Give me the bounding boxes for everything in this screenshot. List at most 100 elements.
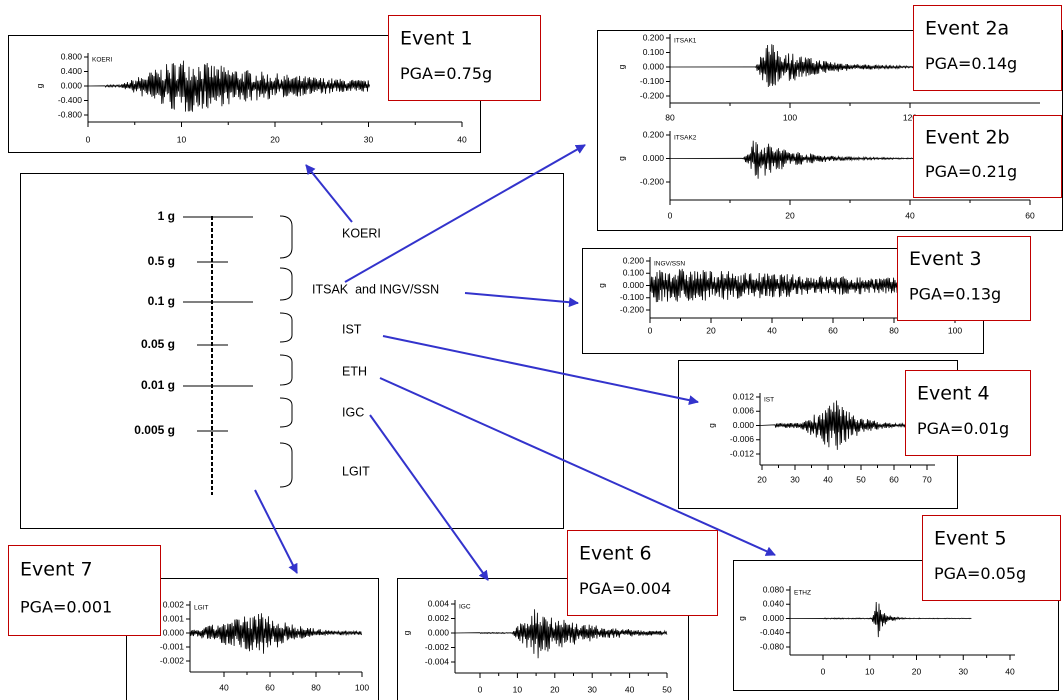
x-tick-label: 10 — [865, 666, 875, 676]
event-box — [388, 15, 541, 101]
x-tick-label: 60 — [1025, 210, 1035, 220]
arrow — [254, 489, 298, 574]
arrow — [464, 292, 579, 308]
station-label: ETHZ — [794, 590, 811, 597]
y-tick-label: -0.001 — [160, 641, 184, 651]
x-tick-label: 30 — [364, 134, 374, 144]
station-label: INGV/SSN — [654, 261, 685, 268]
event-pga: PGA=0.14g — [925, 54, 1017, 73]
x-tick-label: 40 — [625, 684, 635, 694]
x-tick-label: 30 — [790, 474, 800, 484]
y-tick-label: 0.100 — [643, 47, 665, 57]
agency-label: LGIT — [342, 464, 370, 478]
y-tick-label: -0.002 — [160, 655, 184, 665]
y-tick-label: -0.006 — [730, 434, 754, 444]
event-box — [913, 5, 1062, 91]
y-tick-label: -0.400 — [58, 95, 82, 105]
x-tick-label: 70 — [922, 474, 932, 484]
event-name: Event 7 — [20, 559, 93, 581]
agency-label: ETH — [342, 364, 367, 378]
event-name: Event 5 — [934, 527, 1007, 549]
arrow — [369, 414, 489, 581]
event-pga: PGA=0.05g — [934, 564, 1026, 583]
x-tick-label: 20 — [270, 134, 280, 144]
x-tick-label: 100 — [948, 325, 962, 335]
scale-label: 0.01 g — [141, 378, 175, 392]
y-tick-label: -0.100 — [620, 292, 644, 302]
y-tick-label: 0.800 — [61, 51, 83, 61]
station-label: IST — [764, 397, 774, 404]
station-label: IGC — [459, 604, 471, 611]
x-tick-label: 60 — [265, 682, 275, 692]
waveform — [789, 601, 972, 638]
bracket — [279, 442, 293, 488]
event-pga: PGA=0.13g — [909, 284, 1001, 303]
station-label: LGIT — [194, 605, 208, 612]
y-axis-label: g — [596, 283, 606, 288]
x-tick-label: 20 — [785, 210, 795, 220]
y-tick-label: -0.080 — [760, 641, 784, 651]
x-tick-label: 20 — [706, 325, 716, 335]
y-axis-label: g — [401, 630, 411, 635]
y-tick-label: 0.040 — [763, 599, 785, 609]
agency-label: ITSAK and INGV/SSN — [312, 282, 439, 296]
event-box — [897, 236, 1031, 321]
x-tick-label: 40 — [457, 134, 467, 144]
waveform — [454, 609, 668, 659]
x-tick-label: 50 — [856, 474, 866, 484]
arrow — [379, 377, 776, 556]
brackets — [279, 215, 293, 488]
event-box — [913, 115, 1062, 198]
x-tick-label: 0 — [668, 210, 673, 220]
y-tick-label: 0.000 — [428, 627, 450, 637]
x-tick-label: 40 — [1005, 666, 1015, 676]
scale-label: 0.1 g — [148, 294, 175, 308]
y-tick-label: 0.002 — [428, 613, 450, 623]
agency-label: KOERI — [342, 226, 381, 240]
station-label: KOERI — [92, 57, 112, 64]
y-tick-label: -0.200 — [640, 176, 664, 186]
y-tick-label: -0.004 — [425, 656, 449, 666]
x-tick-label: 60 — [889, 474, 899, 484]
event-pga: PGA=0.001 — [20, 598, 112, 617]
y-tick-label: -0.800 — [58, 109, 82, 119]
event-box — [567, 530, 718, 616]
event-pga: PGA=0.004 — [579, 579, 671, 598]
y-tick-label: 0.000 — [643, 61, 665, 71]
x-tick-label: 40 — [767, 325, 777, 335]
y-tick-label: 0.001 — [163, 613, 185, 623]
y-tick-label: 0.006 — [733, 406, 755, 416]
x-tick-label: 40 — [219, 682, 229, 692]
event-box — [8, 545, 161, 636]
agency-label: IGC — [342, 405, 364, 419]
y-axis-label: g — [736, 616, 746, 621]
waveform — [87, 60, 370, 112]
y-tick-label: 0.000 — [643, 153, 665, 163]
y-tick-label: 0.000 — [623, 280, 645, 290]
x-tick-label: 10 — [513, 684, 523, 694]
x-tick-label: 20 — [912, 666, 922, 676]
y-tick-label: 0.200 — [643, 129, 665, 139]
event-name: Event 2a — [925, 17, 1009, 39]
bracket — [279, 312, 293, 343]
bracket — [279, 397, 293, 428]
y-axis-label: g — [34, 83, 44, 88]
y-tick-label: -0.040 — [760, 627, 784, 637]
x-tick-label: 0 — [478, 684, 483, 694]
x-tick-label: 10 — [177, 134, 187, 144]
y-tick-label: 0.000 — [733, 420, 755, 430]
x-tick-label: 60 — [828, 325, 838, 335]
y-tick-label: 0.080 — [763, 584, 785, 594]
event-box — [905, 370, 1031, 456]
x-tick-label: 0 — [648, 325, 653, 335]
y-tick-label: 0.200 — [623, 255, 645, 265]
x-tick-label: 100 — [783, 112, 797, 122]
event-pga: PGA=0.01g — [917, 419, 1009, 438]
event-name: Event 4 — [917, 382, 990, 404]
y-tick-label: 0.000 — [763, 613, 785, 623]
x-tick-label: 40 — [905, 210, 915, 220]
y-tick-label: -0.002 — [425, 642, 449, 652]
plots: 0.800 0.400 0.000 -0.400 -0.800 0 10 20 30 40 g KOE… — [34, 32, 1041, 694]
event-name: Event 6 — [579, 542, 652, 564]
event-name: Event 1 — [400, 27, 473, 49]
